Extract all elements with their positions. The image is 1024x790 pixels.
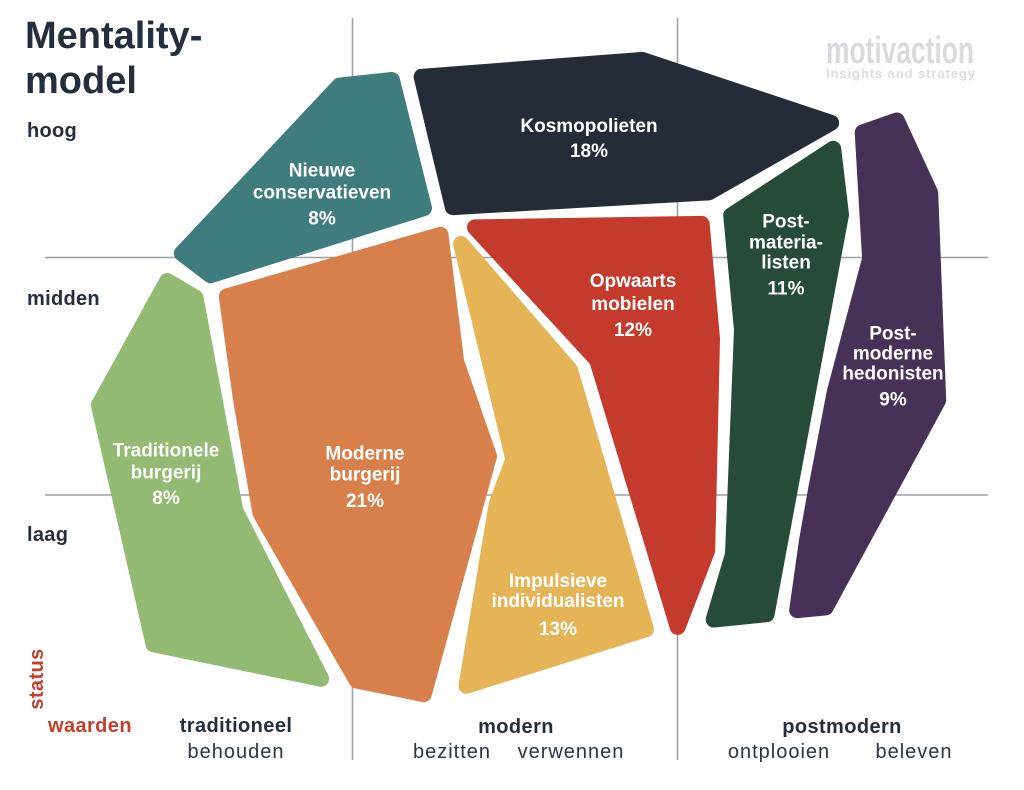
svg-text:modern: modern [478,716,554,738]
svg-text:motivaction: motivaction [826,29,974,71]
svg-text:model: model [25,60,137,102]
svg-text:mobielen: mobielen [591,294,674,315]
svg-text:Kosmopolieten: Kosmopolieten [520,116,657,137]
svg-text:midden: midden [27,288,100,310]
svg-text:Moderne: Moderne [325,444,404,465]
svg-text:bezitten: bezitten [413,741,491,763]
svg-text:Impulsieve: Impulsieve [509,571,607,592]
svg-text:hedonisten: hedonisten [842,364,943,385]
svg-text:21%: 21% [346,491,384,512]
svg-text:conservatieven: conservatieven [253,183,391,204]
svg-text:behouden: behouden [188,741,285,763]
svg-text:listen: listen [761,253,811,274]
svg-text:8%: 8% [308,209,336,230]
svg-text:insights and strategy: insights and strategy [826,66,976,81]
svg-text:11%: 11% [768,279,805,300]
svg-text:Post-: Post- [762,212,810,233]
svg-text:Opwaarts: Opwaarts [590,271,677,292]
svg-text:9%: 9% [879,390,907,411]
svg-text:Mentality-: Mentality- [25,15,202,57]
svg-text:individualisten: individualisten [491,591,624,612]
svg-text:18%: 18% [570,141,608,162]
svg-text:status: status [26,648,48,709]
svg-text:ontplooien: ontplooien [728,741,830,763]
svg-text:Traditionele: Traditionele [113,441,220,462]
svg-text:burgerij: burgerij [131,463,202,484]
svg-text:beleven: beleven [875,741,952,763]
svg-text:13%: 13% [539,619,577,640]
svg-text:postmodern: postmodern [782,716,902,738]
svg-text:Nieuwe: Nieuwe [289,161,356,182]
svg-text:waarden: waarden [47,715,132,737]
svg-text:verwennen: verwennen [518,741,625,763]
svg-text:traditioneel: traditioneel [180,715,293,737]
svg-text:8%: 8% [152,488,180,509]
svg-text:laag: laag [27,524,68,546]
svg-text:moderne: moderne [853,344,933,365]
svg-text:materia-: materia- [749,233,823,254]
svg-text:hoog: hoog [27,120,77,142]
svg-text:burgerij: burgerij [330,465,401,486]
svg-text:Post-: Post- [869,324,917,345]
svg-text:12%: 12% [614,320,652,341]
